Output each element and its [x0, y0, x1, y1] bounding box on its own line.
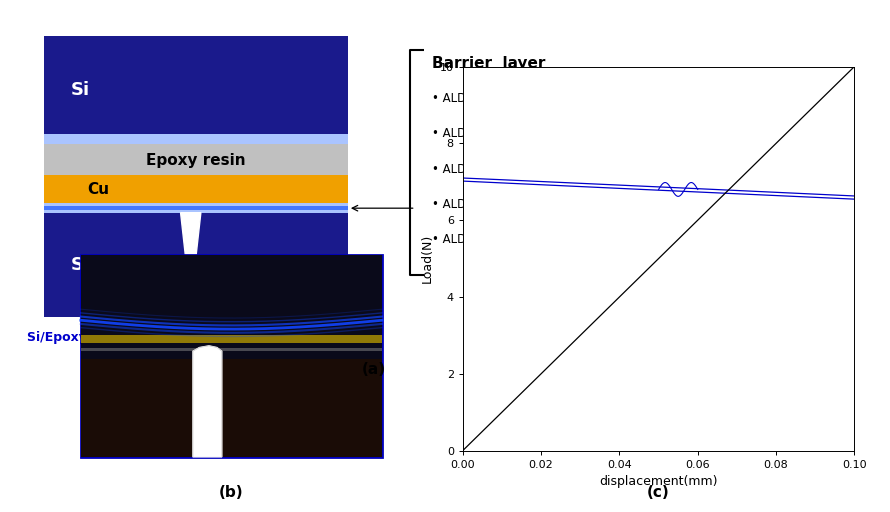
- Polygon shape: [193, 346, 222, 457]
- Text: /Si: /Si: [249, 331, 267, 345]
- Text: • ALD-RuAlO (20:3): • ALD-RuAlO (20:3): [432, 233, 546, 246]
- Bar: [44, 36, 348, 134]
- Text: Barrier  layer: Barrier layer: [432, 55, 545, 71]
- Text: Epoxy resin: Epoxy resin: [146, 153, 246, 168]
- Bar: [81, 348, 382, 351]
- Bar: [44, 175, 348, 203]
- Y-axis label: Load(N): Load(N): [421, 234, 434, 283]
- Text: Barrier layer: Barrier layer: [159, 331, 247, 345]
- Bar: [44, 206, 348, 210]
- Text: (a): (a): [361, 362, 386, 377]
- X-axis label: displacement(mm): displacement(mm): [599, 475, 718, 488]
- Text: Cu: Cu: [87, 182, 109, 197]
- Bar: [44, 203, 348, 212]
- Text: • ALD-RuAlO (40:1): • ALD-RuAlO (40:1): [432, 162, 546, 176]
- Text: Si/Epoxy resin/Cu/: Si/Epoxy resin/Cu/: [27, 331, 153, 345]
- Text: • ALD-Ru (RuDi,  250Å): • ALD-Ru (RuDi, 250Å): [432, 92, 568, 105]
- Bar: [81, 358, 382, 457]
- Text: • ALD-RuAlO (40:3): • ALD-RuAlO (40:3): [432, 198, 546, 211]
- Text: Si: Si: [70, 255, 90, 273]
- Bar: [44, 144, 348, 175]
- Polygon shape: [181, 212, 201, 303]
- Bar: [81, 335, 382, 343]
- Text: • ALD-Ru (RuDi,  300Å): • ALD-Ru (RuDi, 300Å): [432, 127, 568, 140]
- Bar: [44, 212, 348, 317]
- Text: Si: Si: [70, 81, 90, 99]
- Text: (b): (b): [219, 485, 244, 500]
- Bar: [81, 255, 382, 358]
- Bar: [44, 134, 348, 144]
- Bar: [81, 255, 382, 457]
- Text: (c): (c): [647, 485, 670, 500]
